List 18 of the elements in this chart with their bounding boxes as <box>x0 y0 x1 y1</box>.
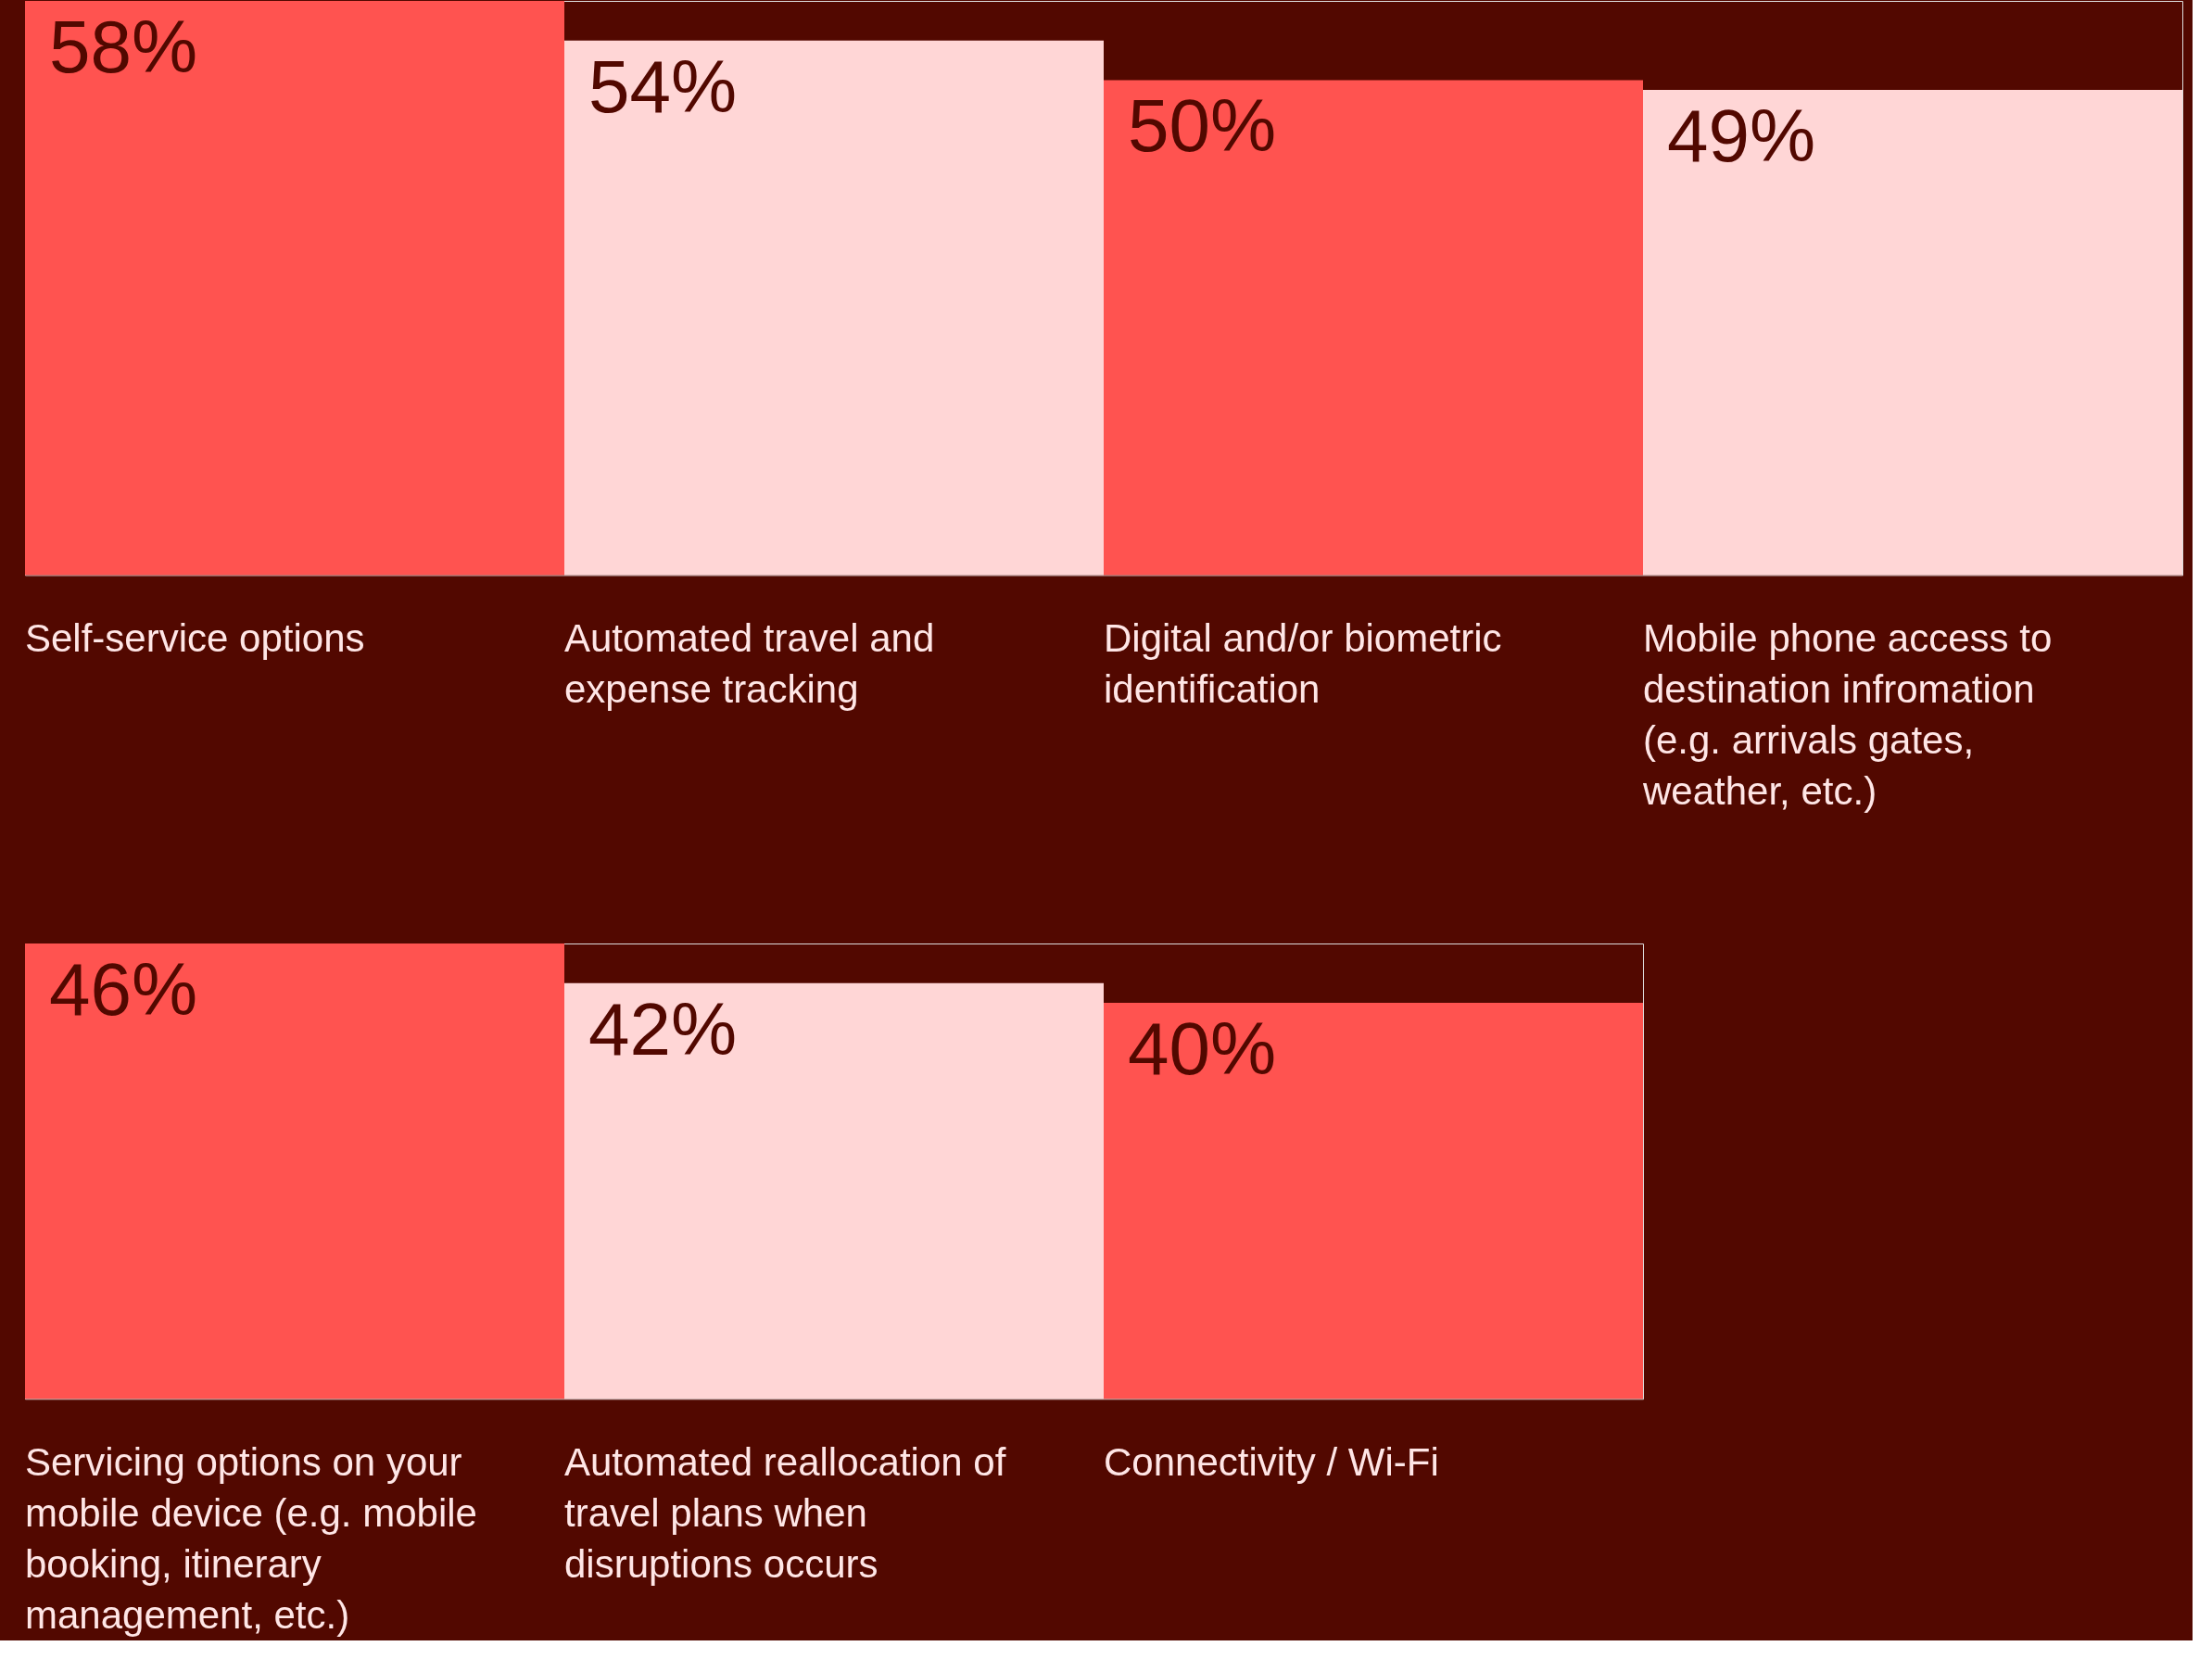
data-label: 42% <box>588 987 738 1070</box>
x-tick-label: Self-service options <box>25 616 365 661</box>
bar <box>564 40 1104 576</box>
data-label: 46% <box>49 948 198 1031</box>
bar <box>1643 90 2182 576</box>
bar <box>25 1 564 576</box>
x-tick-label: Automated travel and expense tracking <box>564 616 935 712</box>
x-tick-label: Automated reallocation of travel plans when disruptions occurs <box>564 1440 1006 1587</box>
data-label: 54% <box>588 44 738 128</box>
data-label: 49% <box>1667 95 1816 178</box>
data-label: 40% <box>1128 1007 1277 1091</box>
bar <box>1104 80 1643 576</box>
x-tick-label: Servicing options on your mobile device (e.g. mobile booking, itinerary management, etc.) <box>25 1440 477 1638</box>
data-label: 58% <box>49 6 198 88</box>
x-tick-label: Mobile phone access to destination infromation (e.g. arrivals gates, weather, etc.) <box>1642 616 2053 814</box>
data-label: 50% <box>1128 84 1277 168</box>
x-tick-label: Digital and/or biometric identification <box>1104 616 1502 712</box>
x-tick-label: Connectivity / Wi-Fi <box>1104 1440 1439 1485</box>
